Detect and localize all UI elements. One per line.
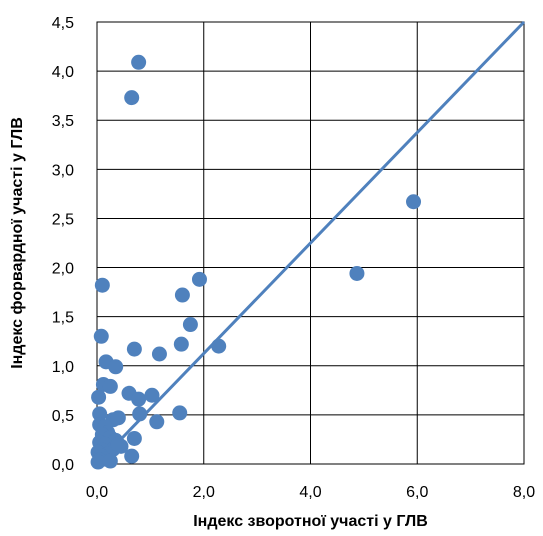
x-tick-label: 6,0 [406, 484, 428, 501]
data-point [131, 54, 147, 70]
data-point [126, 430, 142, 446]
data-point [211, 338, 227, 354]
data-point [406, 194, 422, 210]
data-point [173, 336, 189, 352]
x-tick-label: 0,0 [86, 484, 108, 501]
y-axis-ticks: 0,0 0,5 1,0 1,5 2,0 2,5 3,0 3,5 4,0 4,5 [52, 15, 74, 474]
data-point [132, 406, 148, 422]
data-point [124, 448, 140, 464]
data-point [131, 391, 147, 407]
y-tick-label: 2,0 [52, 261, 74, 278]
data-point [92, 406, 108, 422]
trendline [95, 20, 526, 466]
data-point [151, 346, 167, 362]
y-tick-label: 2,5 [52, 211, 74, 228]
data-point [90, 454, 106, 470]
data-point [124, 90, 140, 106]
data-point [93, 328, 109, 344]
y-axis-title: Індекс форвардної участі у ГЛВ [9, 117, 26, 369]
plot-area [96, 21, 525, 465]
x-tick-label: 8,0 [513, 484, 535, 501]
data-point [126, 341, 142, 357]
data-point [110, 436, 126, 452]
x-tick-label: 2,0 [193, 484, 215, 501]
y-tick-label: 3,0 [52, 162, 74, 179]
data-point [349, 265, 365, 281]
y-tick-label: 1,0 [52, 359, 74, 376]
x-axis-ticks: 0,0 2,0 4,0 6,0 8,0 [86, 484, 535, 501]
data-point [108, 359, 124, 375]
x-tick-label: 4,0 [299, 484, 321, 501]
y-tick-label: 0,0 [52, 457, 74, 474]
y-tick-label: 1,5 [52, 310, 74, 327]
data-point [110, 410, 126, 426]
data-point [174, 287, 190, 303]
data-point [144, 387, 160, 403]
data-point [191, 271, 207, 287]
data-point [182, 317, 198, 333]
data-point [91, 389, 107, 405]
data-point [94, 277, 110, 293]
y-tick-label: 0,5 [52, 408, 74, 425]
y-tick-label: 4,5 [52, 15, 74, 32]
data-points [90, 54, 422, 470]
data-point [102, 378, 118, 394]
y-tick-label: 3,5 [52, 113, 74, 130]
x-axis-title: Індекс зворотної участі у ГЛВ [193, 513, 428, 530]
data-point [172, 405, 188, 421]
data-point [149, 414, 165, 430]
y-tick-label: 4,0 [52, 64, 74, 81]
data-point [102, 453, 118, 469]
